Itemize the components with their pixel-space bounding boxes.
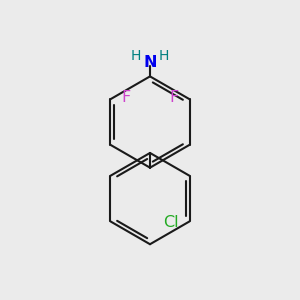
Text: F: F [169, 90, 179, 105]
Text: Cl: Cl [164, 215, 179, 230]
Text: H: H [131, 50, 141, 63]
Text: F: F [121, 90, 130, 105]
Text: H: H [159, 50, 169, 63]
Text: N: N [143, 55, 157, 70]
